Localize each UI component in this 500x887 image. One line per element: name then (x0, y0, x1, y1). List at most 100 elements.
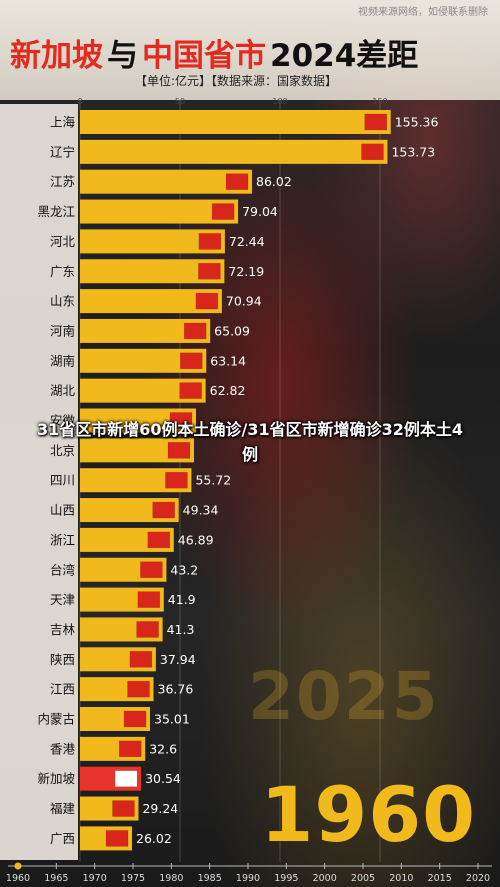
value-axis-tick-label: 100 (272, 97, 287, 106)
flag-marker (165, 471, 188, 489)
bar (80, 169, 253, 194)
value-label: 37.94 (160, 652, 196, 667)
flag-marker (112, 800, 135, 817)
flag-marker (361, 143, 384, 161)
category-label: 辽宁 (50, 144, 75, 159)
value-label: 49.34 (183, 503, 219, 518)
flag-marker (198, 263, 221, 280)
category-label: 河南 (50, 323, 75, 338)
flag-marker (225, 173, 249, 190)
category-label: 江西 (50, 682, 75, 697)
value-label: 36.76 (158, 682, 194, 697)
flag-marker (211, 203, 235, 220)
category-label: 吉林 (50, 622, 76, 637)
bar (80, 199, 239, 224)
category-label: 河北 (50, 234, 76, 249)
flag-marker (195, 292, 219, 310)
value-label: 72.19 (228, 264, 264, 279)
category-label: 山西 (50, 503, 75, 518)
timeline-tick-label: 1965 (44, 873, 68, 884)
value-label: 46.89 (178, 532, 214, 547)
flag-marker (180, 352, 203, 370)
flag-marker (105, 830, 129, 847)
chart-title: 新加坡与中国省市 2024差距 (10, 30, 422, 75)
flag-marker (137, 591, 161, 608)
value-label: 41.9 (168, 592, 196, 607)
flag-marker (147, 531, 171, 549)
flag-marker (167, 442, 191, 459)
timeline-position-marker (14, 862, 22, 870)
value-label: 55.72 (195, 473, 231, 488)
value-label: 62.82 (210, 383, 246, 398)
category-label: 黑龙江 (37, 204, 75, 219)
category-label: 天津 (50, 592, 75, 607)
category-label: 香港 (50, 741, 76, 756)
title-year-gap: 2024差距 (270, 38, 419, 74)
value-label: 72.44 (229, 234, 265, 249)
title-china-provinces: 中国省市 (142, 38, 266, 74)
flag-marker (364, 113, 387, 131)
timeline-tick-label: 1960 (6, 873, 30, 884)
value-label: 79.04 (242, 204, 278, 219)
flag-marker (123, 710, 147, 728)
category-label: 陕西 (50, 652, 75, 667)
flag-marker (114, 770, 138, 787)
value-label: 35.01 (154, 712, 190, 727)
flag-marker (152, 501, 175, 519)
category-label: 广西 (50, 831, 75, 846)
flag-marker (179, 382, 202, 399)
flag-marker (169, 412, 193, 429)
timeline-tick-label: 2005 (351, 873, 375, 884)
value-label: 29.24 (142, 801, 178, 816)
category-label: 上海 (50, 115, 76, 130)
category-label: 湖南 (50, 353, 75, 368)
timeline-tick-label: 2010 (389, 873, 413, 884)
value-label: 70.94 (226, 294, 262, 309)
flag-marker (129, 651, 153, 668)
flag-marker (127, 680, 150, 698)
header-background (0, 0, 500, 100)
title-singapore: 新加坡 (10, 38, 103, 74)
category-label: 新加坡 (37, 771, 75, 786)
category-label: 四川 (50, 473, 75, 488)
title-and: 与 (107, 38, 138, 74)
current-year-label: 1960 (260, 770, 476, 859)
value-label: 43.2 (170, 562, 198, 577)
timeline-tick-label: 2015 (428, 873, 452, 884)
flag-marker (183, 322, 207, 340)
value-label: 155.36 (395, 115, 439, 130)
category-label: 北京 (50, 443, 75, 458)
background-year-text: 2025 (248, 658, 440, 735)
flag-marker (140, 561, 163, 578)
category-label: 湖北 (50, 383, 76, 398)
category-label: 山东 (50, 294, 75, 309)
value-label: 63.14 (210, 353, 246, 368)
flag-marker (198, 233, 222, 250)
value-label: 65.09 (214, 323, 250, 338)
timeline-tick-label: 1985 (198, 873, 222, 884)
bar (80, 139, 388, 164)
timeline-tick-label: 1990 (236, 873, 260, 884)
value-label: 30.54 (145, 771, 181, 786)
timeline-tick-label: 1980 (159, 873, 183, 884)
chart-subtitle: 【单位:亿元】【数据来源：国家数据】 (135, 74, 338, 88)
watermark: 视频来源网络，如侵联系删除 (358, 7, 488, 18)
value-label: 153.73 (391, 144, 435, 159)
bar (80, 110, 391, 134)
flag-marker (118, 740, 142, 758)
flag-marker (136, 621, 159, 638)
category-label: 台湾 (50, 562, 75, 577)
timeline-tick-label: 2000 (313, 873, 337, 884)
category-label: 浙江 (50, 532, 75, 547)
category-label-panel (0, 104, 78, 860)
value-label: 32.6 (149, 741, 177, 756)
category-label: 广东 (50, 264, 75, 279)
timeline-tick-label: 2020 (466, 873, 490, 884)
timeline-tick-label: 1970 (83, 873, 107, 884)
timeline-tick-label: 1995 (274, 873, 298, 884)
timeline-tick-label: 1975 (121, 873, 145, 884)
value-label: 26.02 (136, 831, 172, 846)
category-label: 江苏 (50, 174, 75, 189)
category-label: 内蒙古 (37, 712, 75, 727)
